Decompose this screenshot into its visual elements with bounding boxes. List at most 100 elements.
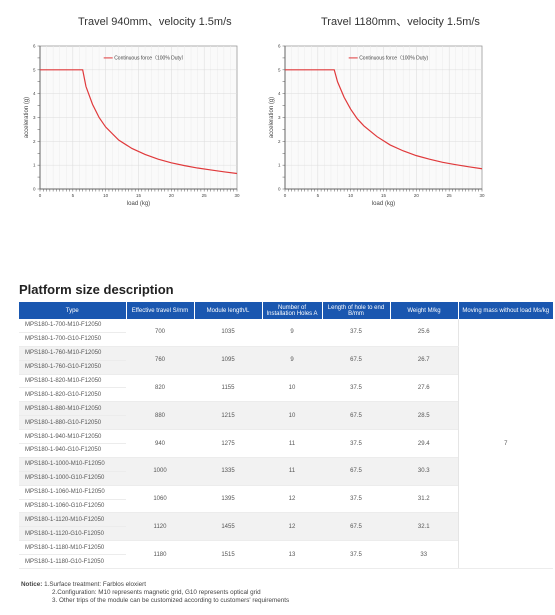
x-tick-label: 10 [103,193,109,198]
table-row: MPS180-1-1120-M10-F12050 1120 1455 12 67.5 32… [19,512,553,542]
y-axis-label: acceleration (g) [269,97,275,138]
table-row: MPS180-1-1120-G10-F12050 [19,526,553,542]
notice-label: Notice: [21,581,43,588]
table-row: MPS180-1-700-M10-F12050 700 1035 9 37.5 25.6 7 [19,319,553,570]
y-tick-label: 1 [33,163,36,168]
y-tick-label: 6 [33,44,36,49]
series-line [285,69,483,170]
table-row: MPS180-1-880-G10-F12050 [19,415,553,431]
holes-cell: 11 [262,429,322,458]
x-axis-label: load (kg) [372,201,395,207]
holes-cell: 12 [262,512,322,542]
type-cell: MPS180-1-1120-M10-F12050 [19,512,126,528]
table-row: MPS180-1-1060-M10-F12050 1060 1395 12 37.5 31… [19,485,553,514]
table-row: MPS180-1-940-M10-F12050 940 1275 11 37.5 29.4 [19,429,553,458]
legend-label: Continuous force（100% Duty) [359,56,428,62]
length-cell: 1455 [194,512,262,542]
type-cell: MPS180-1-1180-G10-F12050 [19,554,126,570]
table-header-row: Type Effective travel S/mm Module length… [19,302,553,319]
hole-length-cell: 37.5 [322,429,390,458]
table-row: MPS180-1-940-G10-F12050 [19,443,553,458]
type-cell: MPS180-1-760-G10-F12050 [19,360,126,375]
holes-cell: 13 [262,540,322,570]
x-tick-label: 0 [39,193,42,198]
travel-cell: 1180 [126,540,194,570]
weight-cell: 29.4 [390,429,458,458]
x-tick-label: 25 [202,193,208,198]
x-tick-label: 15 [381,193,387,198]
y-tick-label: 5 [278,67,281,72]
x-axis-label: load (kg) [127,201,150,207]
chart-1: 0 5 10 15 20 25 30 0 1 2 3 4 5 6 load (kg) acceleration… [24,44,240,208]
table-row: MPS180-1-1180-G10-F12050 [19,554,553,570]
travel-cell: 1060 [126,485,194,514]
y-tick-label: 6 [278,44,281,49]
y-tick-label: 1 [278,163,281,168]
travel-cell: 1120 [126,512,194,542]
travel-cell: 880 [126,401,194,431]
series-line [40,69,238,175]
legend-label: Continuous force（100% Duty） [114,56,186,62]
weight-cell: 27.6 [390,374,458,403]
notice-line-2: 2.Configuration: M10 represents magnetic… [52,589,261,596]
table-row: MPS180-1-1000-M10-F12050 1000 1335 11 67.5 30… [19,457,553,486]
weight-cell: 31.2 [390,485,458,514]
table-body: MPS180-1-700-M10-F12050 700 1035 9 37.5 25.6 7… [19,319,553,570]
hole-length-cell: 67.5 [322,512,390,542]
travel-cell: 760 [126,346,194,375]
holes-cell: 11 [262,457,322,486]
weight-cell: 30.3 [390,457,458,486]
x-tick-label: 30 [234,193,240,198]
y-tick-label: 5 [33,67,36,72]
table-row: MPS180-1-1180-M10-F12050 1180 1515 13 37.5 33 [19,540,553,570]
y-tick-label: 2 [33,139,36,144]
weight-cell: 25.6 [390,319,458,347]
type-cell: MPS180-1-760-M10-F12050 [19,346,126,361]
weight-cell: 28.5 [390,401,458,431]
travel-cell: 820 [126,374,194,403]
table-row: MPS180-1-700-G10-F12050 [19,332,553,347]
holes-cell: 9 [262,319,322,347]
length-cell: 1515 [194,540,262,570]
x-tick-label: 5 [72,193,75,198]
holes-cell: 10 [262,374,322,403]
header-weight: Weight M/kg [390,302,459,319]
hole-length-cell: 37.5 [322,485,390,514]
length-cell: 1275 [194,429,262,458]
x-tick-label: 30 [479,193,485,198]
table-row: MPS180-1-820-M10-F12050 820 1155 10 37.5 27.6 [19,374,553,403]
moving-mass-cell: 7 [457,319,553,570]
y-tick-label: 0 [33,187,36,192]
hole-length-cell: 67.5 [322,401,390,431]
type-cell: MPS180-1-880-M10-F12050 [19,401,126,417]
weight-cell: 32.1 [390,512,458,542]
type-cell: MPS180-1-820-G10-F12050 [19,387,126,403]
length-cell: 1335 [194,457,262,486]
header-installation-holes: Number of Installation Holes A [262,302,323,319]
hole-length-cell: 67.5 [322,457,390,486]
holes-cell: 9 [262,346,322,375]
type-cell: MPS180-1-1060-G10-F12050 [19,499,126,514]
x-tick-label: 20 [414,193,420,198]
travel-cell: 940 [126,429,194,458]
type-cell: MPS180-1-1060-M10-F12050 [19,485,126,500]
x-tick-label: 0 [284,193,287,198]
type-cell: MPS180-1-820-M10-F12050 [19,374,126,389]
chart-2: 0 5 10 15 20 25 30 0 1 2 3 4 5 6 load (kg) acceleration… [269,44,485,208]
x-tick-label: 5 [317,193,320,198]
x-tick-label: 25 [447,193,453,198]
table-row: MPS180-1-760-M10-F12050 760 1095 9 67.5 26.7 [19,346,553,375]
chart-2-title: Travel 1180mm、velocity 1.5m/s [321,16,480,28]
table-row: MPS180-1-1000-G10-F12050 [19,471,553,486]
travel-cell: 700 [126,319,194,347]
y-tick-label: 0 [278,187,281,192]
x-tick-label: 15 [136,193,142,198]
type-cell: MPS180-1-1000-G10-F12050 [19,471,126,486]
length-cell: 1035 [194,319,262,347]
length-cell: 1215 [194,401,262,431]
chart-1-title: Travel 940mm、velocity 1.5m/s [78,16,232,28]
hole-length-cell: 37.5 [322,540,390,570]
type-cell: MPS180-1-940-G10-F12050 [19,443,126,458]
header-module-length: Module length/L [194,302,263,319]
type-cell: MPS180-1-1120-G10-F12050 [19,526,126,542]
